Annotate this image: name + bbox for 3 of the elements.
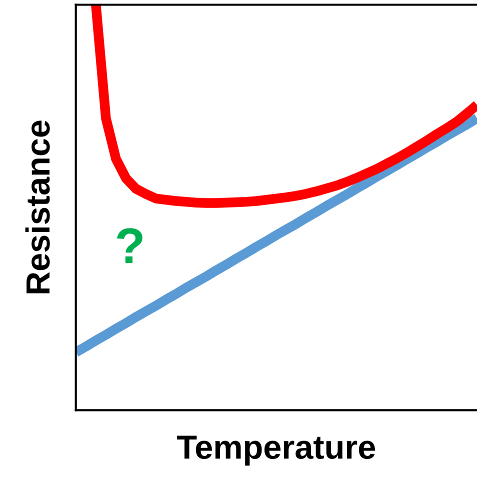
- y-axis-title: Resistance: [25, 120, 50, 294]
- x-axis-title: Temperature: [177, 436, 376, 466]
- annotation: ?: [117, 228, 142, 263]
